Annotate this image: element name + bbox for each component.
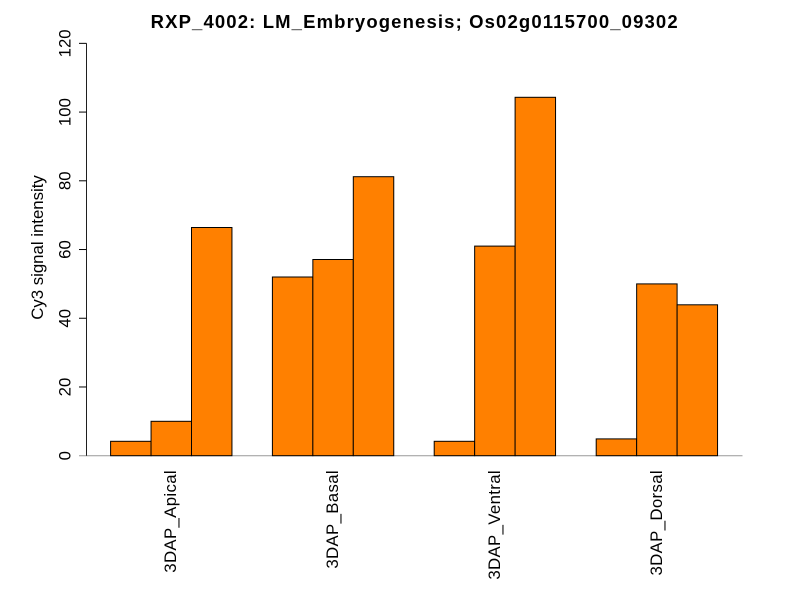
- svg-text:3DAP_Ventral: 3DAP_Ventral: [485, 470, 504, 580]
- svg-text:0: 0: [55, 451, 74, 460]
- svg-text:3DAP_Basal: 3DAP_Basal: [323, 470, 342, 569]
- svg-text:40: 40: [55, 309, 74, 328]
- svg-text:20: 20: [55, 378, 74, 397]
- svg-text:3DAP_Apical: 3DAP_Apical: [161, 470, 180, 573]
- svg-text:80: 80: [55, 171, 74, 190]
- svg-text:3DAP_Dorsal: 3DAP_Dorsal: [647, 470, 666, 576]
- svg-text:RXP_4002: LM_Embryogenesis; Os: RXP_4002: LM_Embryogenesis; Os02g0115700…: [151, 11, 679, 32]
- svg-text:100: 100: [55, 98, 74, 126]
- svg-text:60: 60: [55, 240, 74, 259]
- svg-text:120: 120: [55, 29, 74, 57]
- svg-text:Cy3 signal intensity: Cy3 signal intensity: [28, 175, 47, 320]
